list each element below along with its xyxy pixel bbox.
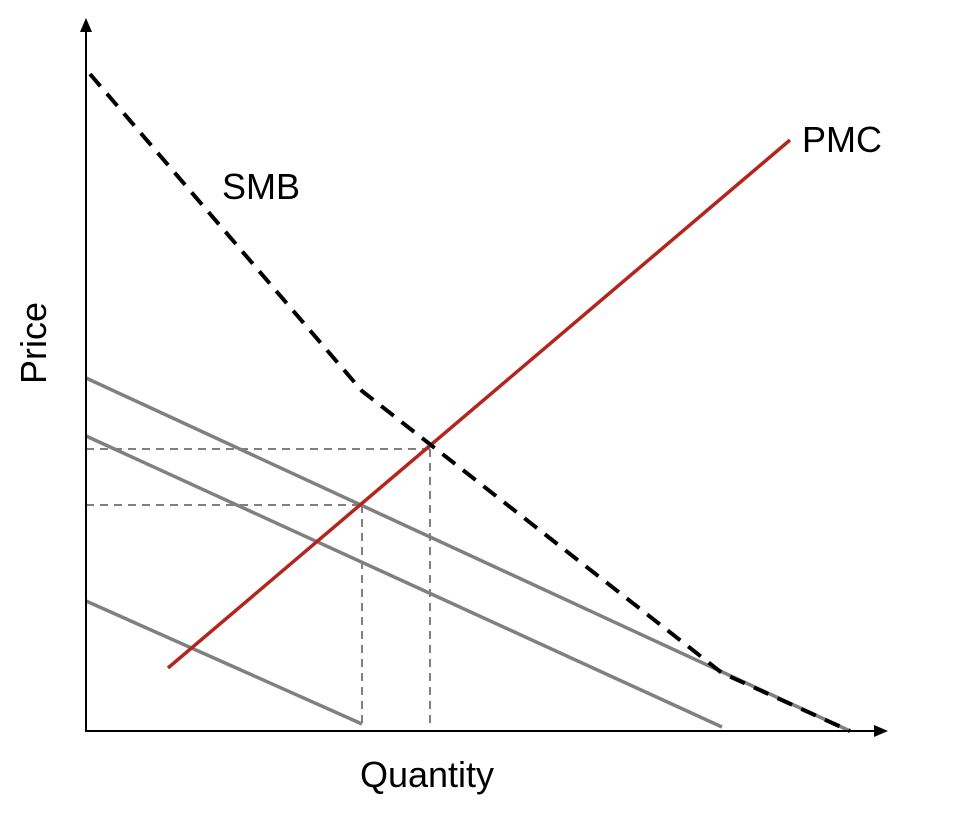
private-benefit-curve-2 [85,434,723,729]
y-axis-title: Price [13,302,54,384]
x-axis-arrowhead [874,725,888,737]
pmc-label: PMC [802,119,882,160]
axes [80,18,888,737]
pmc-curve [166,138,792,670]
private-benefit-curves [85,376,851,733]
smb-label: SMB [222,166,300,207]
smb-curve [88,72,851,733]
private-benefit-curve-3 [85,599,363,726]
x-axis-title: Quantity [360,754,494,795]
y-axis-arrowhead [80,18,92,32]
private-benefit-curve-1 [85,376,851,733]
guide-lines [86,448,431,725]
